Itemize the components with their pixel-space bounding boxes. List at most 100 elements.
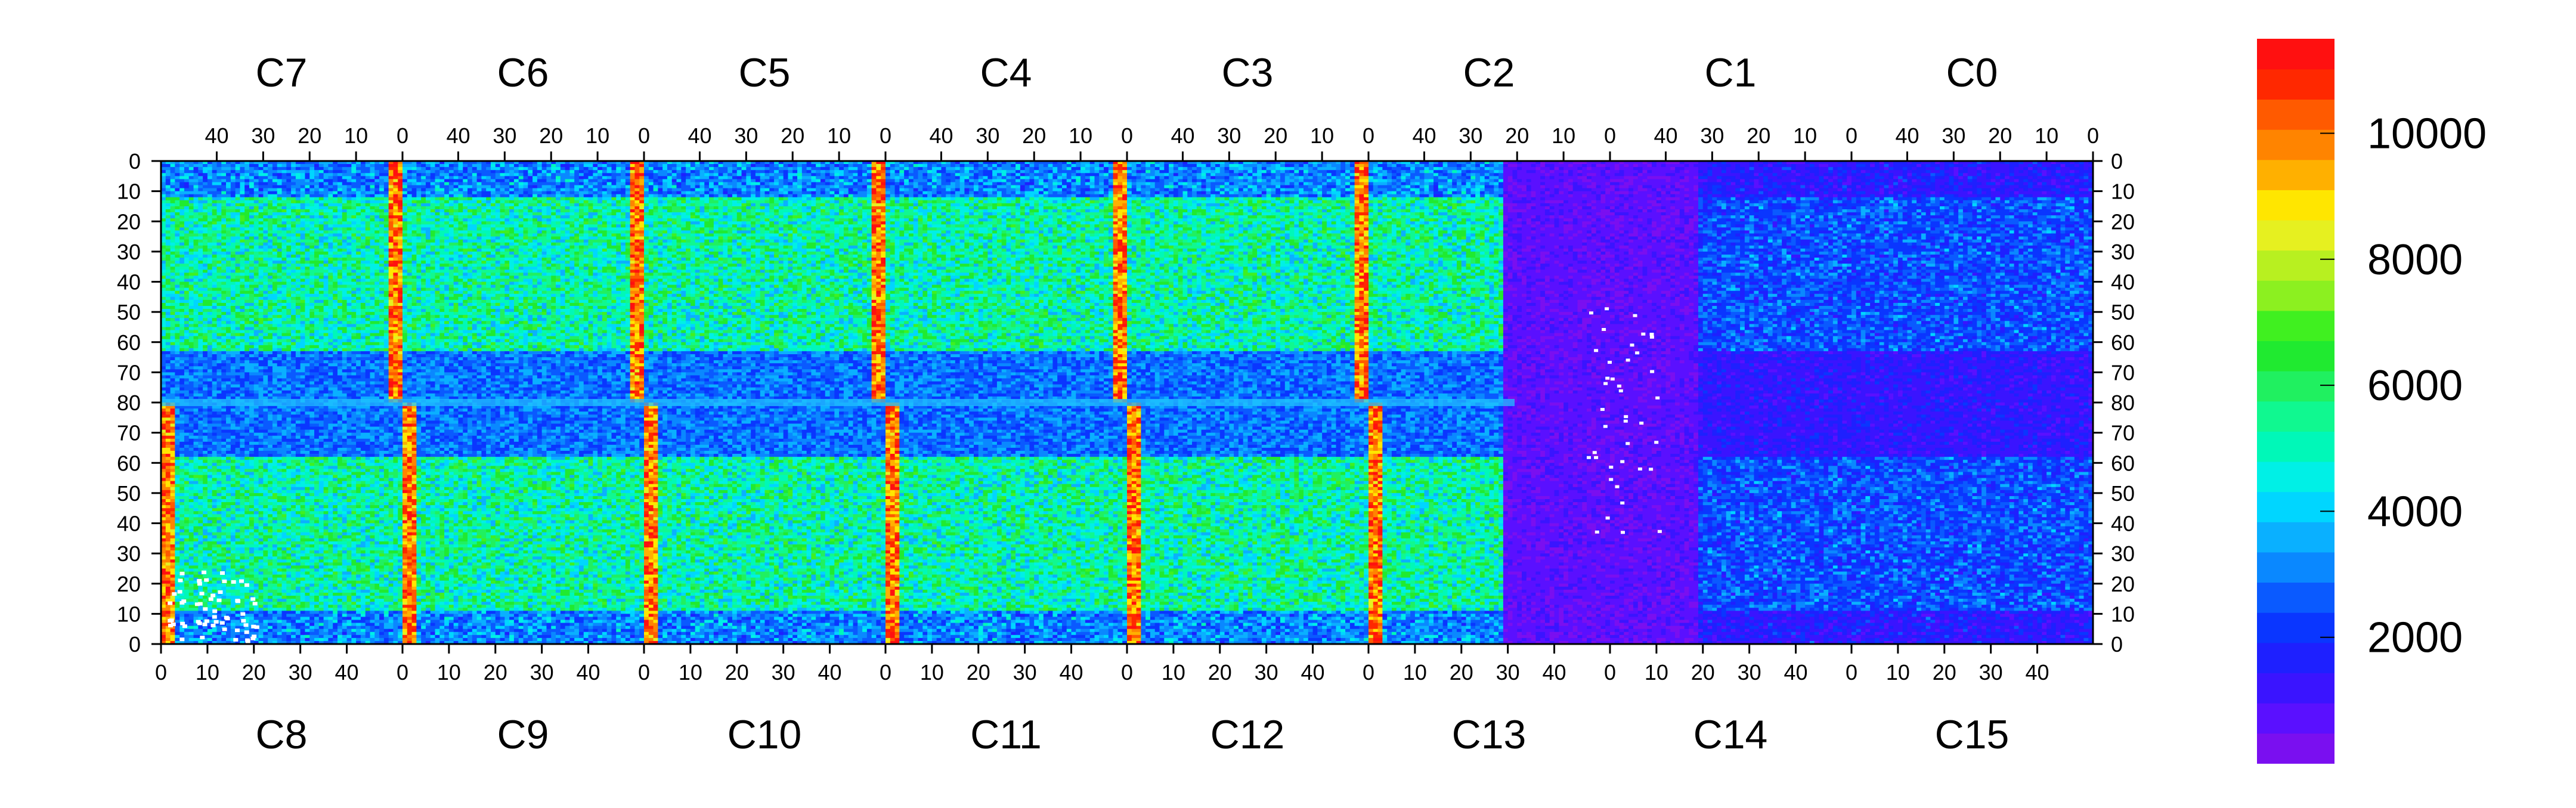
heatmap-cell [374, 164, 384, 168]
heatmap-cell [472, 167, 477, 171]
heatmap-cell [2083, 164, 2093, 168]
heatmap-cell [1044, 164, 1048, 168]
heatmap-cell [1015, 164, 1020, 168]
heatmap-cell [844, 164, 849, 168]
heatmap-cell [839, 164, 844, 168]
heatmap-cell [1447, 164, 1457, 168]
heatmap-cell [589, 167, 593, 171]
heatmap-cell [189, 167, 194, 171]
heatmap-cell [997, 164, 1002, 168]
heatmap-cell [491, 164, 496, 168]
heatmap-cell [2028, 164, 2033, 168]
heatmap-cell [607, 164, 612, 168]
heatmap-cell [301, 167, 310, 171]
heatmap-cell [584, 167, 589, 171]
heatmap-cell [277, 164, 282, 168]
heatmap-cell [1340, 164, 1345, 168]
heatmap-cell [286, 167, 291, 171]
heatmap-cell [1415, 164, 1420, 168]
heatmap-cell [1592, 164, 1596, 168]
heatmap-cell [960, 164, 965, 168]
heatmap-cell [463, 164, 467, 168]
heatmap-cell [756, 164, 765, 168]
heatmap-cell [528, 167, 532, 171]
heatmap-cell [639, 164, 644, 168]
heatmap-cell [370, 164, 374, 168]
heatmap-cell [909, 164, 914, 168]
heatmap-cell [194, 167, 199, 171]
heatmap-cell [561, 164, 570, 168]
heatmap-cell [2042, 164, 2051, 168]
heatmap-cell [1916, 164, 1921, 168]
heatmap-cell [1313, 164, 1318, 168]
heatmap-cell [454, 164, 459, 168]
heatmap-cell [1596, 164, 1606, 168]
heatmap-cell [1368, 164, 1373, 168]
heatmap-cell [1624, 164, 1628, 168]
heatmap-cell [834, 164, 839, 168]
heatmap-cell [890, 164, 895, 168]
heatmap-cell [1531, 164, 1536, 168]
heatmap-cell [1685, 164, 1689, 168]
heatmap-cell [964, 164, 974, 168]
heatmap-cell [519, 167, 524, 171]
heatmap-cell [1787, 164, 1791, 168]
heatmap-cell [746, 164, 751, 168]
heatmap-cell [904, 164, 909, 168]
heatmap-cell [1113, 164, 1118, 168]
heatmap-cell [1002, 164, 1011, 168]
heatmap-cell [1275, 164, 1280, 168]
heatmap-cell [268, 167, 273, 171]
heatmap-cell [1880, 164, 1884, 168]
heatmap-cell [867, 164, 872, 168]
heatmap-cell [1620, 164, 1624, 168]
heatmap-cell [1072, 164, 1076, 168]
heatmap-cell [607, 167, 612, 171]
heatmap-cell [1657, 164, 1661, 168]
heatmap-cell [1921, 164, 1926, 168]
heatmap-cell [1856, 164, 1866, 168]
heatmap-cell [1076, 164, 1080, 168]
heatmap-cell [1355, 164, 1364, 168]
heatmap-cell [579, 164, 584, 168]
heatmap-cell [444, 164, 449, 168]
heatmap-cell [203, 167, 212, 171]
heatmap-cell [426, 164, 431, 168]
heatmap-cell [179, 167, 184, 171]
heatmap-cell [1424, 164, 1429, 168]
heatmap-cell [574, 167, 579, 171]
heatmap-cell [1127, 164, 1132, 168]
heatmap-cell [389, 167, 398, 171]
heatmap-cell [1099, 164, 1104, 168]
heatmap-cell [565, 167, 570, 171]
heatmap-cell [1239, 164, 1243, 168]
heatmap-cell [983, 164, 988, 168]
heatmap-cell [1633, 164, 1638, 168]
heatmap-cell [784, 164, 788, 168]
heatmap-cell [1517, 164, 1531, 168]
heatmap-cell [1587, 164, 1592, 168]
heatmap-cell [979, 164, 983, 168]
heatmap-cell [1712, 164, 1717, 168]
heatmap-cell [351, 164, 356, 168]
heatmap-cell [486, 167, 491, 171]
heatmap-cell [351, 167, 356, 171]
heatmap-cell [221, 164, 231, 168]
heatmap-cell [236, 167, 240, 171]
heatmap-cell [1791, 164, 1796, 168]
heatmap-cell [821, 164, 825, 168]
heatmap-cell [1796, 164, 1810, 168]
heatmap-cell [203, 164, 208, 168]
heatmap-cell [1884, 164, 1889, 168]
heatmap-cell [1773, 164, 1787, 168]
heatmap-cell [338, 164, 347, 168]
heatmap-cell [1034, 164, 1039, 168]
heatmap-cell [611, 167, 616, 171]
heatmap-cell [1949, 164, 1954, 168]
heatmap-cell [291, 167, 296, 171]
heatmap-cell [616, 167, 621, 171]
heatmap-cell [899, 164, 904, 168]
heatmap-cell [356, 167, 370, 171]
heatmap-cell [927, 164, 932, 168]
heatmap-cell [1545, 164, 1555, 168]
